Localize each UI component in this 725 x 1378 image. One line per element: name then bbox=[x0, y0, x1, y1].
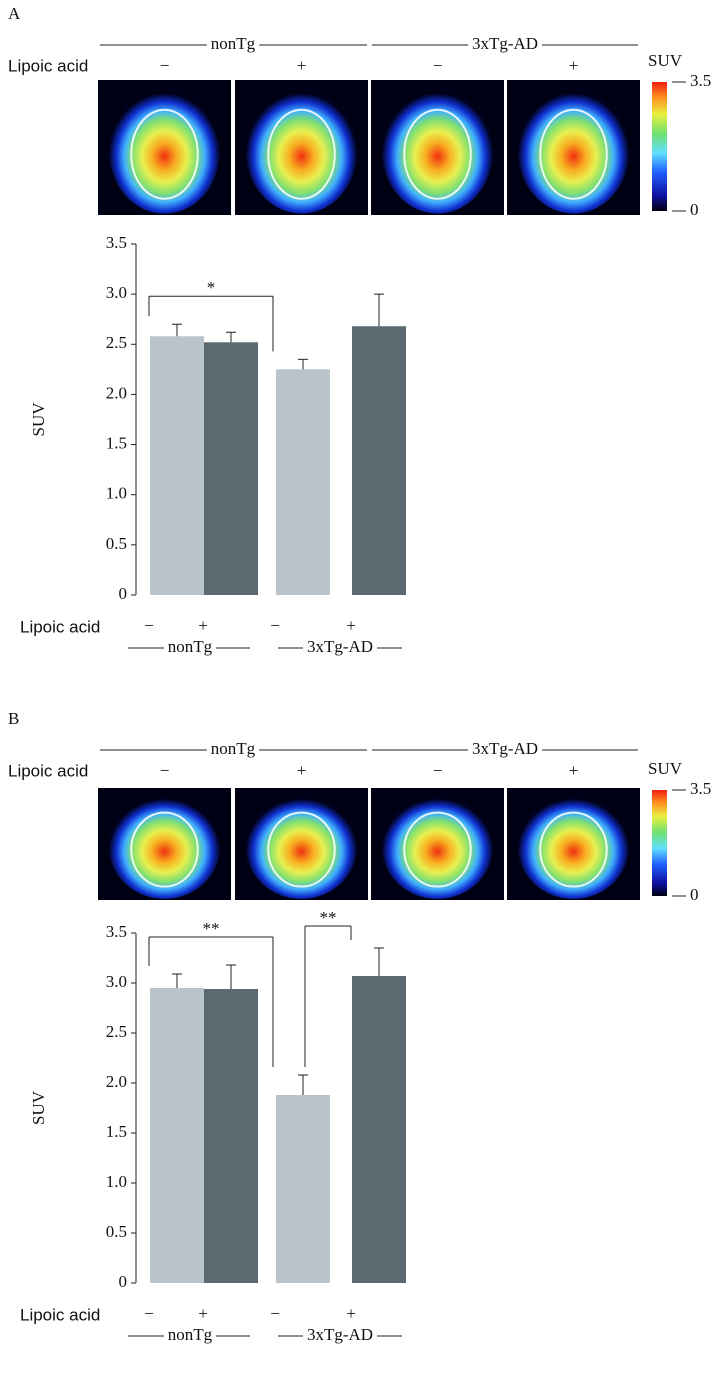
y-tick-label: 3.5 bbox=[106, 922, 127, 941]
pet-glow bbox=[381, 86, 494, 214]
y-tick-label: 0 bbox=[119, 1272, 128, 1291]
y-axis-label: SUV bbox=[29, 402, 48, 437]
sign-label: − bbox=[144, 1304, 154, 1323]
bar bbox=[352, 326, 406, 595]
colorbar-title: SUV bbox=[648, 759, 683, 778]
sig-label: ** bbox=[203, 919, 220, 938]
group-label: nonTg bbox=[168, 637, 213, 656]
pet-glow bbox=[517, 86, 630, 214]
y-tick-label: 0.5 bbox=[106, 1222, 127, 1241]
sign-label: + bbox=[297, 56, 307, 75]
pet-outline bbox=[539, 108, 608, 200]
pet-glow bbox=[517, 793, 630, 899]
y-tick-label: 0 bbox=[119, 584, 128, 603]
sign-label: + bbox=[297, 761, 307, 780]
bar bbox=[204, 342, 258, 595]
pet-outline bbox=[130, 108, 199, 200]
bar bbox=[150, 336, 204, 595]
sign-label: − bbox=[144, 616, 154, 635]
row-label: Lipoic acid bbox=[8, 56, 88, 75]
pet-glow bbox=[108, 86, 221, 214]
y-tick-label: 3.0 bbox=[106, 283, 127, 302]
group-label: nonTg bbox=[168, 1325, 213, 1344]
colorbar-tick-label: 0 bbox=[690, 200, 699, 219]
pet-glow bbox=[245, 86, 358, 214]
bar bbox=[276, 1095, 330, 1283]
group-label: 3xTg-AD bbox=[307, 1325, 373, 1344]
y-tick-label: 2.0 bbox=[106, 383, 127, 402]
y-tick-label: 3.5 bbox=[106, 233, 127, 252]
group-label: nonTg bbox=[211, 739, 256, 758]
bar bbox=[276, 369, 330, 595]
y-tick-label: 3.0 bbox=[106, 972, 127, 991]
row-label: Lipoic acid bbox=[8, 761, 88, 780]
sign-label: − bbox=[270, 1304, 280, 1323]
pet-outline bbox=[539, 811, 608, 888]
row-label: Lipoic acid bbox=[20, 617, 100, 636]
sign-label: − bbox=[160, 56, 170, 75]
row-label: Lipoic acid bbox=[20, 1305, 100, 1324]
y-tick-label: 2.5 bbox=[106, 333, 127, 352]
y-tick-label: 2.0 bbox=[106, 1072, 127, 1091]
y-axis-label: SUV bbox=[29, 1090, 48, 1125]
y-tick-label: 1.5 bbox=[106, 433, 127, 452]
colorbar-tick-label: 3.5 bbox=[690, 779, 711, 798]
colorbar-title: SUV bbox=[648, 51, 683, 70]
panel-label: B bbox=[8, 709, 19, 728]
group-label: 3xTg-AD bbox=[307, 637, 373, 656]
pet-glow bbox=[108, 793, 221, 899]
sign-label: − bbox=[433, 761, 443, 780]
pet-outline bbox=[130, 811, 199, 888]
bar bbox=[150, 988, 204, 1283]
sign-label: + bbox=[346, 616, 356, 635]
sign-label: − bbox=[270, 616, 280, 635]
sig-label: ** bbox=[320, 908, 337, 927]
colorbar bbox=[652, 82, 667, 211]
pet-glow bbox=[381, 793, 494, 899]
colorbar bbox=[652, 790, 667, 896]
sign-label: + bbox=[198, 616, 208, 635]
pet-outline bbox=[403, 108, 472, 200]
bar bbox=[352, 976, 406, 1283]
pet-outline bbox=[267, 811, 336, 888]
bar bbox=[204, 989, 258, 1283]
sign-label: − bbox=[433, 56, 443, 75]
panel-label: A bbox=[8, 4, 21, 23]
sign-label: + bbox=[569, 761, 579, 780]
sign-label: + bbox=[569, 56, 579, 75]
colorbar-tick-label: 3.5 bbox=[690, 71, 711, 90]
sign-label: + bbox=[198, 1304, 208, 1323]
group-label: nonTg bbox=[211, 34, 256, 53]
group-label: 3xTg-AD bbox=[472, 34, 538, 53]
sign-label: + bbox=[346, 1304, 356, 1323]
y-tick-label: 1.5 bbox=[106, 1122, 127, 1141]
sign-label: − bbox=[160, 761, 170, 780]
pet-outline bbox=[267, 108, 336, 200]
group-label: 3xTg-AD bbox=[472, 739, 538, 758]
y-tick-label: 1.0 bbox=[106, 484, 127, 503]
sig-label: * bbox=[207, 278, 216, 297]
y-tick-label: 0.5 bbox=[106, 534, 127, 553]
pet-outline bbox=[403, 811, 472, 888]
y-tick-label: 1.0 bbox=[106, 1172, 127, 1191]
y-tick-label: 2.5 bbox=[106, 1022, 127, 1041]
pet-glow bbox=[245, 793, 358, 899]
colorbar-tick-label: 0 bbox=[690, 885, 699, 904]
